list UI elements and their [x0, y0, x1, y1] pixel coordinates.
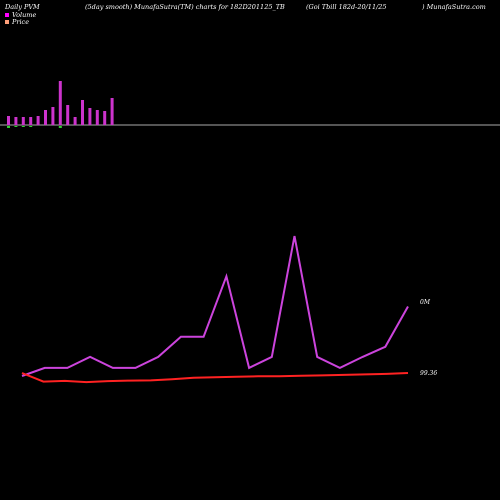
volume-bar-up — [14, 117, 18, 125]
series-line-price — [21, 372, 409, 384]
volume-end-label: 0M — [420, 299, 431, 306]
chart-title: (5day smooth) MunafaSutra(TM) charts for… — [85, 3, 285, 11]
volume-bar-up — [51, 107, 55, 125]
legend-volume-label: Volume — [12, 11, 37, 19]
volume-bar-up — [36, 116, 40, 125]
volume-bar-up — [95, 110, 99, 125]
site-name: ) MunafaSutra.com — [422, 3, 486, 11]
volume-bar-up — [73, 117, 77, 125]
volume-bar-down — [58, 126, 62, 128]
volume-bar-down — [21, 126, 25, 127]
volume-bar-up — [29, 117, 33, 125]
volume-bar-up — [103, 111, 107, 125]
legend-volume-swatch — [5, 13, 9, 17]
volume-bar-down — [7, 126, 10, 128]
legend-price-swatch — [5, 20, 9, 24]
series-line-volume — [21, 235, 409, 377]
volume-bar-down — [14, 126, 18, 127]
chart-header-left: Daily PVM — [5, 3, 40, 11]
volume-bar-up — [88, 108, 92, 125]
volume-bar-up — [66, 105, 70, 125]
legend-price-label: Price — [12, 18, 30, 26]
volume-bar-up — [110, 98, 114, 125]
chart-header-right: (Goi Tbill 182d-20/11/25 — [306, 3, 387, 11]
price-end-label: 99.36 — [420, 370, 437, 377]
volume-bar-up — [21, 117, 25, 125]
volume-bars — [7, 81, 114, 128]
volume-bar-up — [44, 110, 47, 125]
legend-volume: Volume — [5, 11, 36, 19]
volume-bar-down — [29, 126, 33, 127]
volume-bar-up — [58, 81, 62, 125]
legend-price: Price — [5, 18, 29, 26]
volume-bar-up — [81, 100, 84, 125]
volume-bar-up — [7, 116, 10, 125]
